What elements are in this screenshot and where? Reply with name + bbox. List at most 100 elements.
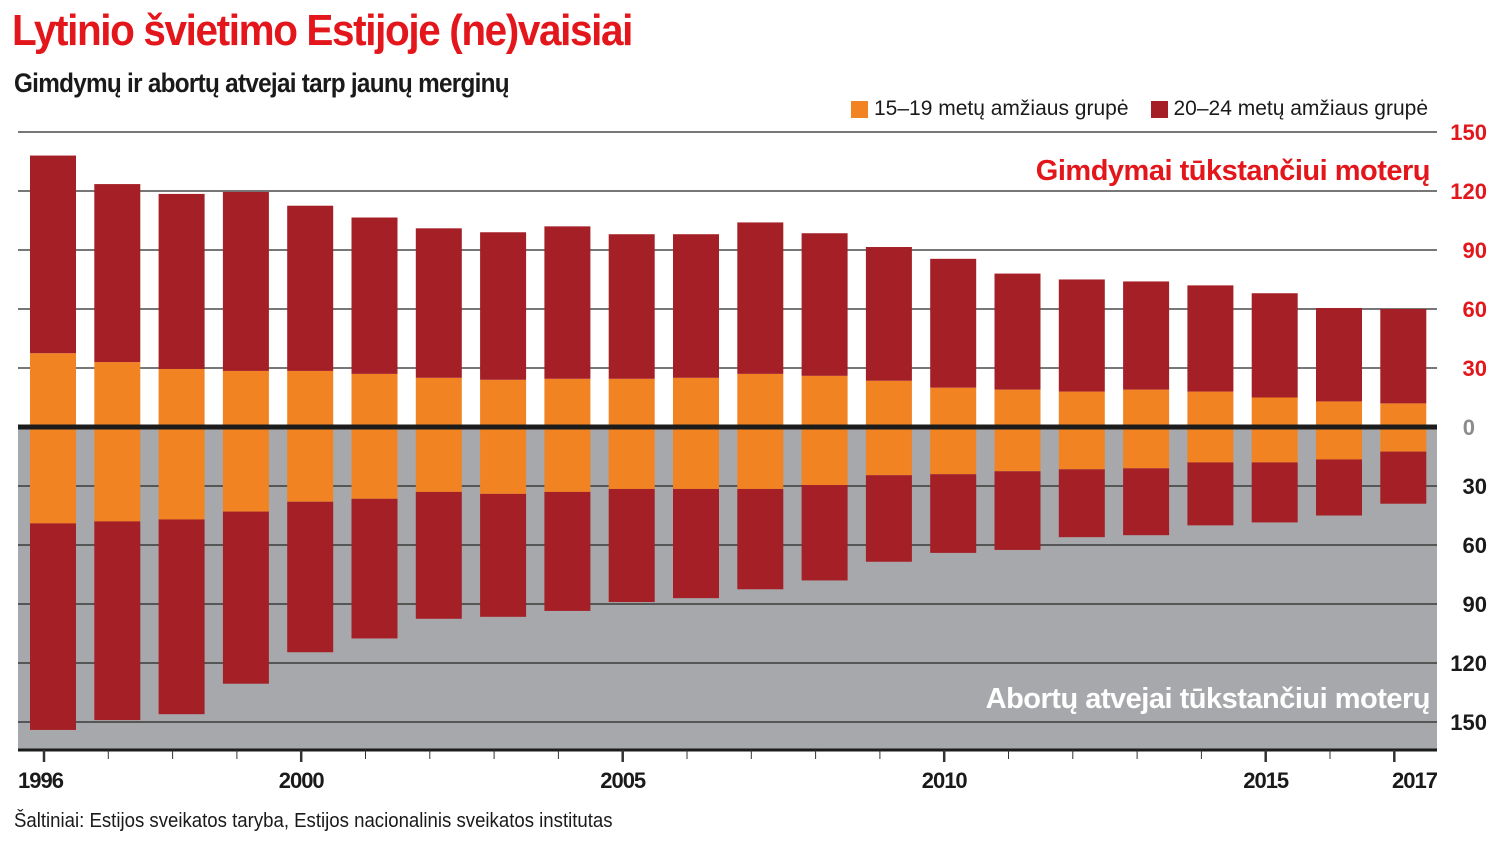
legend-swatch-15-19 — [851, 100, 868, 118]
bar-abortions-20-24 — [1380, 451, 1427, 504]
bar-births-15-19 — [222, 370, 269, 427]
bar-births-15-19 — [94, 362, 141, 427]
bar-births-20-24 — [1123, 281, 1170, 390]
y-tick-label-lower: 30 — [1463, 474, 1487, 499]
bar-births-15-19 — [737, 373, 784, 427]
bar-births-15-19 — [801, 375, 848, 427]
bar-abortions-15-19 — [737, 427, 784, 489]
x-tick-label: 1996 — [18, 768, 64, 793]
bar-births-20-24 — [930, 258, 977, 388]
chart-subtitle: Gimdymų ir abortų atvejai tarp jaunų mer… — [14, 68, 510, 98]
bar-births-20-24 — [287, 205, 334, 371]
axes — [18, 424, 1437, 752]
bar-abortions-20-24 — [544, 491, 591, 611]
bar-births-15-19 — [1251, 397, 1298, 427]
bar-births-20-24 — [1380, 308, 1427, 404]
source-note: Šaltiniai: Estijos sveikatos taryba, Est… — [14, 810, 613, 832]
bar-abortions-20-24 — [1316, 459, 1362, 516]
y-tick-label-upper: 150 — [1450, 120, 1487, 145]
bar-abortions-20-24 — [994, 471, 1041, 550]
bar-births-15-19 — [1316, 401, 1362, 427]
y-tick-label-lower: 90 — [1463, 592, 1487, 617]
bar-abortions-20-24 — [351, 498, 398, 639]
bar-abortions-20-24 — [737, 488, 784, 590]
bar-abortions-20-24 — [673, 488, 719, 599]
bar-abortions-15-19 — [1316, 427, 1362, 460]
bar-births-15-19 — [865, 380, 912, 427]
bar-births-20-24 — [222, 191, 269, 371]
bar-births-15-19 — [287, 370, 334, 427]
bar-abortions-15-19 — [1380, 427, 1427, 452]
y-tick-label-lower: 120 — [1450, 651, 1487, 676]
bar-abortions-20-24 — [1058, 469, 1105, 538]
bar-births-20-24 — [1058, 279, 1105, 392]
bar-abortions-15-19 — [673, 427, 719, 489]
y-tick-label-lower: 60 — [1463, 533, 1487, 558]
bar-abortions-15-19 — [94, 427, 141, 522]
bar-abortions-20-24 — [30, 523, 76, 730]
bar-abortions-15-19 — [158, 427, 205, 520]
bar-births-20-24 — [994, 273, 1041, 390]
y-tick-label-upper: 60 — [1463, 297, 1487, 322]
x-tick-label: 2015 — [1243, 768, 1289, 793]
bar-abortions-15-19 — [1187, 427, 1234, 463]
y-tick-label-upper: 30 — [1463, 356, 1487, 381]
legend-item-15-19: 15–19 metų amžiaus grupė — [851, 97, 1129, 121]
x-ticks: 1996 2000 2005 2010 2015 2017 — [18, 750, 1439, 793]
x-tick-label: 2017 — [1392, 768, 1438, 793]
legend-swatch-20-24 — [1150, 100, 1168, 118]
bar-births-15-19 — [1380, 403, 1427, 427]
births-panel-label: Gimdymai tūkstančiui moterų — [1036, 155, 1430, 187]
bar-births-15-19 — [673, 377, 719, 427]
bar-abortions-15-19 — [30, 427, 76, 524]
bar-abortions-20-24 — [801, 485, 848, 581]
bar-births-20-24 — [1316, 307, 1362, 402]
legend-label-20-24: 20–24 metų amžiaus grupė — [1173, 97, 1429, 120]
bar-births-15-19 — [480, 379, 527, 427]
bar-abortions-20-24 — [608, 488, 655, 603]
bar-abortions-20-24 — [287, 501, 334, 653]
bar-abortions-15-19 — [415, 427, 462, 492]
bar-births-15-19 — [158, 368, 205, 427]
bar-abortions-20-24 — [1187, 462, 1234, 526]
y-tick-label-lower: 150 — [1450, 710, 1487, 735]
legend-label-15-19: 15–19 metų amžiaus grupė — [874, 97, 1129, 120]
bar-abortions-20-24 — [865, 475, 912, 562]
bar-abortions-15-19 — [865, 427, 912, 476]
abortions-panel-label: Abortų atvejai tūkstančiui moterų — [986, 683, 1430, 715]
legend-item-20-24: 20–24 metų amžiaus grupė — [1150, 97, 1429, 121]
bar-abortions-20-24 — [415, 491, 462, 619]
x-tick-label: 2000 — [279, 768, 325, 793]
bar-abortions-15-19 — [801, 427, 848, 486]
bar-births-20-24 — [737, 222, 784, 374]
bar-births-20-24 — [673, 234, 719, 378]
bar-births-20-24 — [94, 184, 141, 363]
bar-births-20-24 — [415, 228, 462, 378]
bar-abortions-15-19 — [1058, 427, 1105, 470]
bar-abortions-20-24 — [94, 521, 141, 721]
y-tick-label-zero: 0 — [1463, 415, 1475, 440]
bar-births-20-24 — [608, 234, 655, 379]
bar-births-15-19 — [994, 389, 1041, 427]
bar-births-15-19 — [1123, 389, 1170, 427]
bar-abortions-15-19 — [994, 427, 1041, 472]
bar-births-20-24 — [158, 193, 205, 369]
x-tick-label: 2005 — [600, 768, 646, 793]
bar-births-15-19 — [1187, 391, 1234, 427]
bar-births-20-24 — [480, 232, 527, 380]
bar-births-15-19 — [544, 378, 591, 427]
bar-births-15-19 — [351, 373, 398, 427]
bar-abortions-15-19 — [608, 427, 655, 489]
legend: 15–19 metų amžiaus grupė 20–24 metų amži… — [829, 97, 1428, 121]
bar-births-15-19 — [30, 353, 76, 427]
bar-births-15-19 — [1058, 391, 1105, 427]
y-ticks: 150 120 90 60 30 0 30 60 90 120 150 — [1450, 120, 1487, 735]
bar-abortions-15-19 — [351, 427, 398, 499]
bar-births-20-24 — [351, 217, 398, 374]
bar-abortions-15-19 — [544, 427, 591, 492]
bar-births-20-24 — [1251, 293, 1298, 398]
bar-births-20-24 — [30, 155, 76, 354]
bar-births-15-19 — [930, 387, 977, 427]
chart-title: Lytinio švietimo Estijoje (ne)vaisiai — [12, 6, 633, 55]
bar-abortions-20-24 — [1251, 462, 1298, 523]
